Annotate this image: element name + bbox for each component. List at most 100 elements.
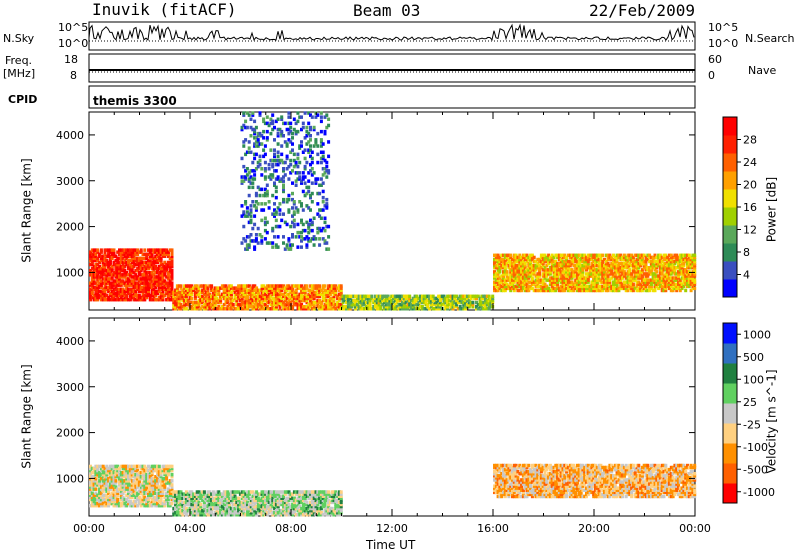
data-cell (330, 286, 334, 290)
data-cell (649, 259, 653, 264)
data-cell (116, 497, 120, 502)
data-cell (136, 269, 140, 273)
data-cell (640, 270, 644, 274)
data-cell (101, 291, 105, 296)
data-cell (309, 162, 312, 167)
data-cell (127, 281, 130, 285)
data-cell (161, 266, 165, 271)
data-cell (512, 263, 516, 268)
data-cell (112, 466, 116, 471)
data-cell (237, 305, 241, 309)
data-cell (150, 468, 154, 473)
data-cell (175, 290, 179, 294)
data-cell (678, 257, 682, 262)
data-cell (417, 300, 421, 305)
data-cell (496, 278, 500, 282)
data-cell (500, 253, 504, 258)
data-cell (568, 282, 572, 286)
data-cell (689, 261, 693, 266)
data-cell (291, 296, 295, 301)
data-cell (563, 253, 567, 258)
data-cell (503, 259, 507, 264)
data-cell (624, 286, 628, 291)
data-cell (89, 297, 92, 302)
data-cell (94, 254, 98, 258)
data-cell (174, 504, 178, 509)
data-cell (292, 152, 296, 157)
data-cell (599, 284, 603, 289)
data-cell (150, 464, 154, 469)
data-cell (110, 499, 114, 504)
data-cell (145, 287, 149, 291)
data-cell (289, 158, 293, 163)
data-cell (319, 300, 323, 305)
data-cell (613, 268, 617, 272)
data-cell (170, 493, 174, 497)
data-cell (89, 283, 92, 287)
data-cell (175, 305, 179, 309)
data-cell (619, 282, 623, 286)
data-cell (552, 274, 556, 278)
data-cell (251, 127, 255, 132)
data-cell (521, 268, 525, 272)
data-cell (518, 282, 522, 286)
data-cell (141, 277, 145, 281)
data-cell (118, 264, 121, 269)
data-cell (175, 294, 179, 299)
data-cell (368, 305, 372, 309)
data-cell (90, 493, 94, 497)
data-cell (245, 214, 249, 218)
data-cell (388, 305, 392, 309)
data-cell (622, 263, 626, 268)
data-cell (114, 264, 118, 269)
data-cell (125, 475, 129, 479)
data-cell (374, 296, 377, 301)
data-cell (174, 298, 178, 303)
data-cell (493, 280, 496, 284)
data-cell (114, 258, 118, 263)
data-cell (395, 305, 399, 309)
data-cell (343, 294, 347, 299)
data-cell (630, 257, 634, 262)
data-cell (184, 288, 188, 292)
data-cell (145, 281, 149, 285)
data-cell (179, 307, 183, 311)
data-cell (141, 287, 145, 291)
data-cell (152, 487, 156, 491)
data-cell (137, 491, 141, 495)
data-cell (112, 489, 116, 493)
data-cell (184, 284, 188, 288)
data-cell (273, 158, 276, 163)
data-cell (429, 305, 433, 309)
data-cell (662, 282, 666, 286)
data-cell (635, 288, 639, 293)
data-cell (116, 489, 120, 493)
data-cell (561, 255, 565, 260)
data-cell (139, 483, 143, 487)
data-cell (139, 489, 143, 493)
data-cell (669, 282, 673, 286)
data-cell (401, 305, 404, 309)
data-cell (148, 293, 152, 298)
data-cell (148, 285, 152, 289)
data-cell (516, 280, 520, 284)
data-cell (249, 175, 253, 179)
data-cell (375, 307, 379, 311)
data-cell (606, 253, 610, 258)
data-cell (328, 292, 332, 297)
data-cell (136, 287, 140, 291)
data-cell (687, 284, 691, 289)
data-cell (107, 289, 111, 294)
data-cell (691, 282, 695, 286)
data-cell (300, 220, 303, 225)
data-cell (309, 138, 312, 142)
data-cell (157, 254, 161, 258)
data-cell (156, 283, 159, 287)
data-cell (664, 268, 668, 272)
data-cell (161, 277, 165, 281)
data-cell (233, 294, 237, 299)
data-cell (603, 257, 606, 262)
data-cell (411, 307, 415, 311)
data-cell (475, 296, 478, 301)
data-cell (125, 262, 129, 267)
